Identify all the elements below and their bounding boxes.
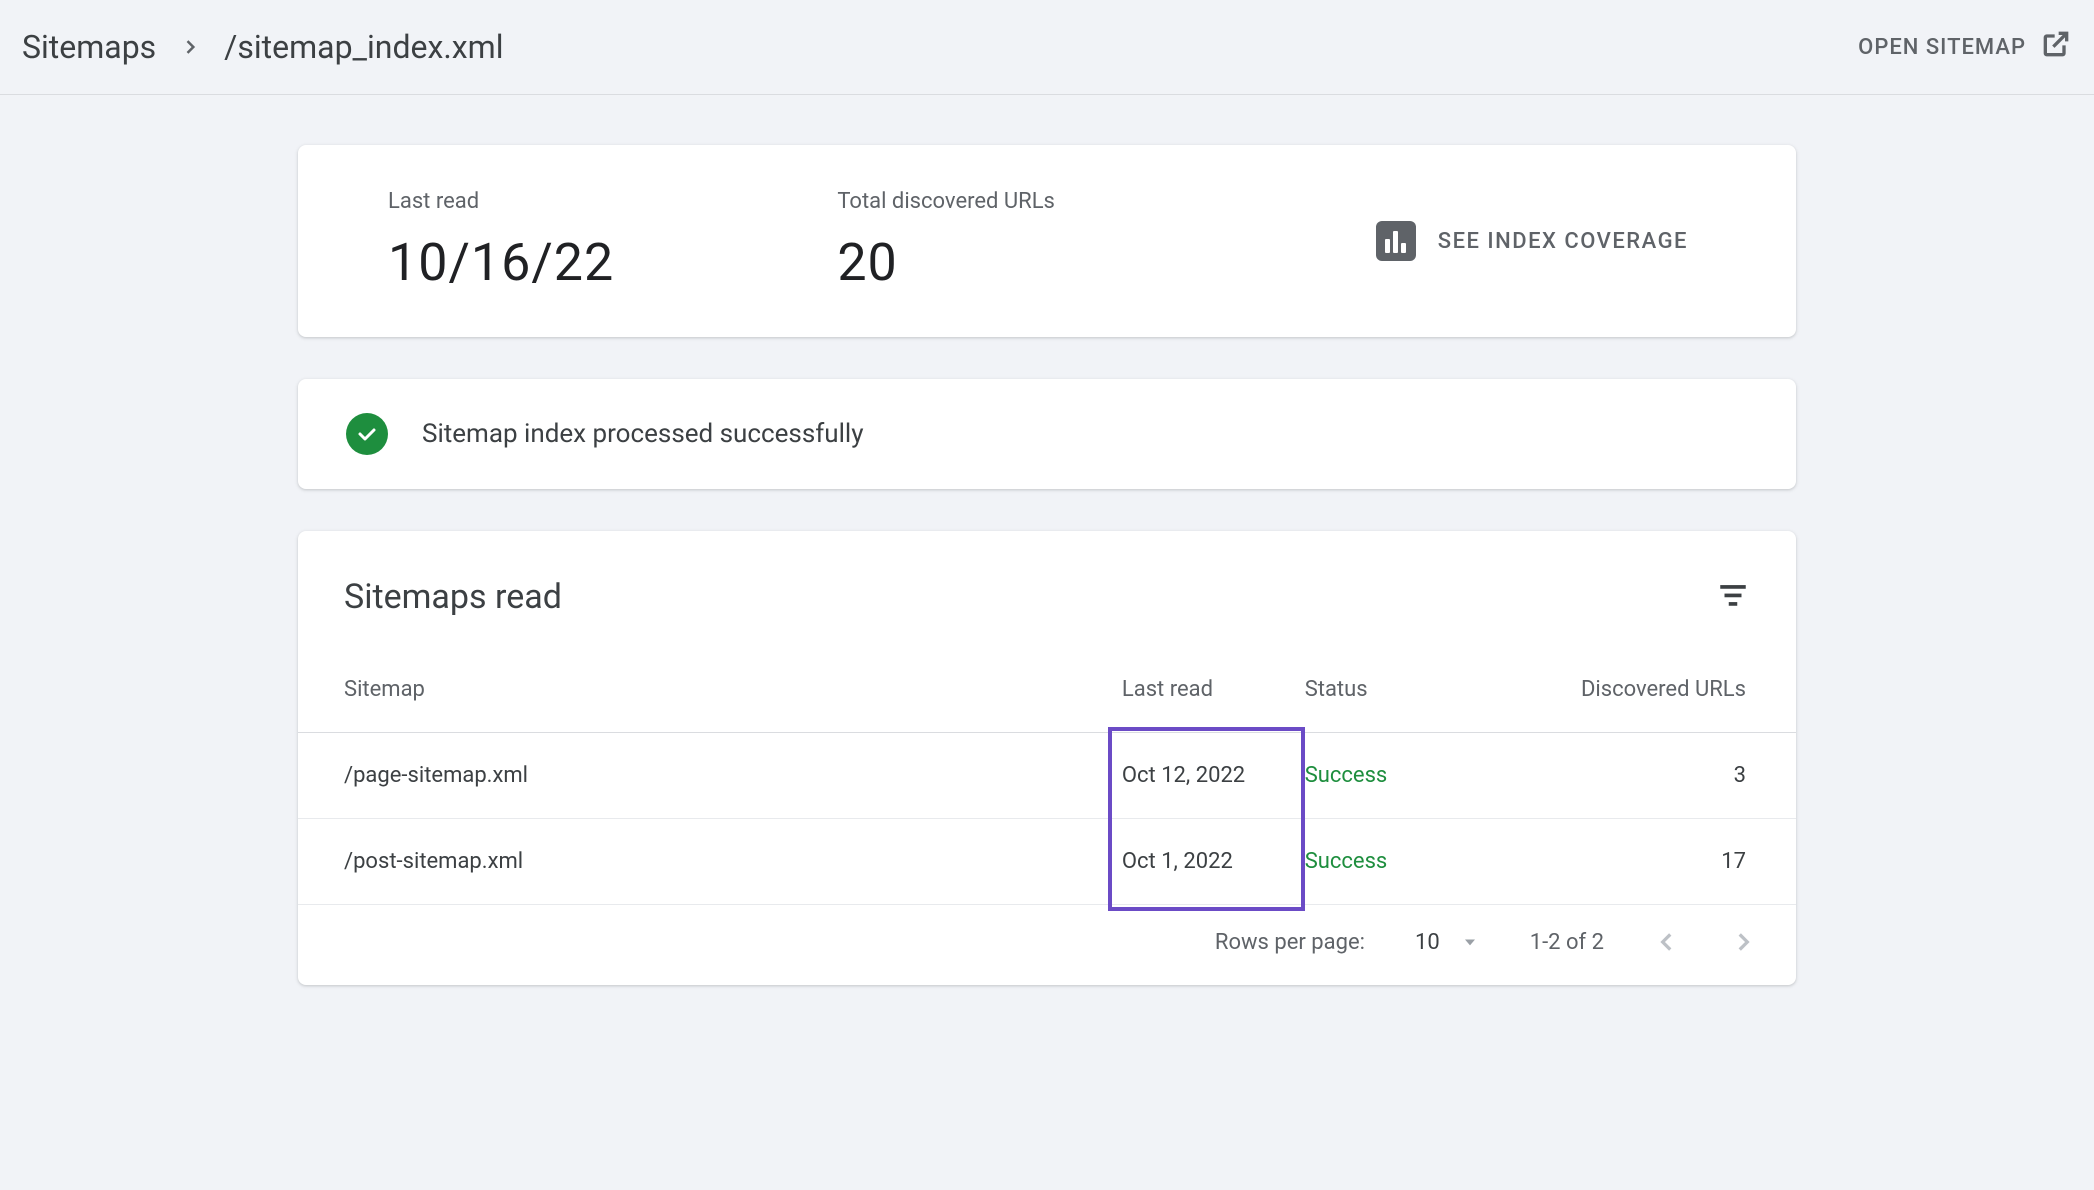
check-circle-icon: [346, 413, 388, 455]
rows-per-page-value: 10: [1415, 930, 1440, 955]
table-pagination: Rows per page: 10 1-2 of 2: [298, 905, 1796, 965]
table-row[interactable]: /page-sitemap.xml Oct 12, 2022 Success 3: [298, 733, 1796, 819]
chevron-right-icon: [1730, 929, 1756, 955]
cell-status: Success: [1305, 733, 1522, 819]
metric-total-urls: Total discovered URLs 20: [837, 189, 1286, 293]
total-urls-label: Total discovered URLs: [837, 189, 1286, 214]
rows-per-page-select[interactable]: 10: [1415, 930, 1480, 955]
table-title: Sitemaps read: [344, 577, 562, 617]
status-message: Sitemap index processed successfully: [422, 419, 864, 449]
table-row[interactable]: /post-sitemap.xml Oct 1, 2022 Success 17: [298, 819, 1796, 905]
cell-discovered: 3: [1522, 733, 1796, 819]
open-sitemap-label: OPEN SITEMAP: [1858, 35, 2026, 60]
col-discovered: Discovered URLs: [1522, 647, 1796, 733]
prev-page-button[interactable]: [1654, 929, 1680, 955]
col-status: Status: [1305, 647, 1522, 733]
col-last-read: Last read: [1122, 647, 1305, 733]
status-card: Sitemap index processed successfully: [298, 379, 1796, 489]
see-index-coverage-button[interactable]: SEE INDEX COVERAGE: [1287, 221, 1736, 261]
summary-card: Last read 10/16/22 Total discovered URLs…: [298, 145, 1796, 337]
cell-status: Success: [1305, 819, 1522, 905]
last-read-value: 10/16/22: [388, 232, 837, 293]
chevron-left-icon: [1654, 929, 1680, 955]
sitemaps-read-card: Sitemaps read Sitemap Last read Status D…: [298, 531, 1796, 985]
sitemaps-table: Sitemap Last read Status Discovered URLs…: [298, 647, 1796, 905]
filter-icon: [1716, 578, 1750, 612]
last-read-label: Last read: [388, 189, 837, 214]
total-urls-value: 20: [837, 232, 1286, 293]
bar-chart-icon: [1376, 221, 1416, 261]
cell-sitemap: /page-sitemap.xml: [298, 733, 1122, 819]
pagination-range: 1-2 of 2: [1530, 930, 1604, 955]
open-sitemap-button[interactable]: OPEN SITEMAP: [1858, 28, 2072, 66]
cell-discovered: 17: [1522, 819, 1796, 905]
col-sitemap: Sitemap: [298, 647, 1122, 733]
chevron-right-icon: [180, 37, 200, 57]
cell-last-read: Oct 12, 2022: [1122, 733, 1305, 819]
breadcrumb-current: /sitemap_index.xml: [224, 28, 503, 66]
filter-button[interactable]: [1716, 578, 1750, 616]
metric-last-read: Last read 10/16/22: [388, 189, 837, 293]
table-header-row: Sitemap Last read Status Discovered URLs: [298, 647, 1796, 733]
next-page-button[interactable]: [1730, 929, 1756, 955]
cell-sitemap: /post-sitemap.xml: [298, 819, 1122, 905]
breadcrumb: Sitemaps /sitemap_index.xml: [22, 28, 503, 66]
cell-last-read: Oct 1, 2022: [1122, 819, 1305, 905]
page-header: Sitemaps /sitemap_index.xml OPEN SITEMAP: [0, 0, 2094, 95]
external-link-icon: [2040, 28, 2072, 66]
breadcrumb-root[interactable]: Sitemaps: [22, 28, 156, 66]
content: Last read 10/16/22 Total discovered URLs…: [122, 95, 1972, 985]
dropdown-icon: [1460, 932, 1480, 952]
rows-per-page-label: Rows per page:: [1215, 930, 1365, 955]
see-index-coverage-label: SEE INDEX COVERAGE: [1438, 229, 1688, 254]
